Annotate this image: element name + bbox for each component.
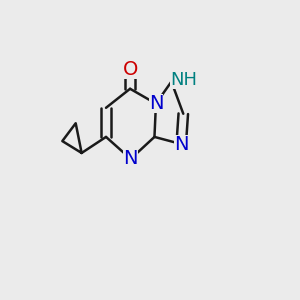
Text: O: O [122, 60, 138, 79]
Text: N: N [123, 149, 138, 168]
Text: N: N [174, 135, 188, 154]
Text: NH: NH [170, 71, 197, 89]
Text: N: N [149, 94, 163, 113]
